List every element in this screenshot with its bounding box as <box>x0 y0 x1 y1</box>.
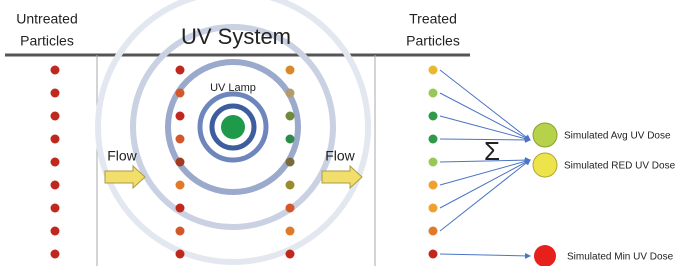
particle <box>429 66 438 75</box>
output-label: Simulated RED UV Dose <box>564 161 676 172</box>
avg-dose-dot <box>533 123 557 147</box>
particle <box>429 112 438 121</box>
particle <box>176 89 185 98</box>
particle <box>51 66 60 75</box>
dose-arrow <box>440 160 530 231</box>
particle <box>429 204 438 213</box>
min-dose-dot <box>534 245 556 266</box>
flow-label: Flow <box>107 148 137 164</box>
particle <box>176 181 185 190</box>
particle <box>286 204 295 213</box>
dose-arrow <box>440 139 530 140</box>
particle <box>51 204 60 213</box>
header-left: Untreated <box>16 11 77 27</box>
particle <box>51 250 60 259</box>
particle <box>429 227 438 236</box>
particle <box>286 250 295 259</box>
flow-label: Flow <box>325 148 355 164</box>
particle <box>429 250 438 259</box>
red-dose-dot <box>533 153 557 177</box>
particle <box>51 112 60 121</box>
header-title: UV System <box>181 24 291 49</box>
output-label: Simulated Min UV Dose <box>567 252 674 263</box>
particle <box>176 135 185 144</box>
header-left: Particles <box>20 33 74 49</box>
particle <box>429 89 438 98</box>
particle <box>51 227 60 236</box>
particle <box>429 135 438 144</box>
particle <box>51 181 60 190</box>
particle <box>51 89 60 98</box>
particle <box>286 181 295 190</box>
particle <box>286 112 295 121</box>
dose-arrow <box>440 160 530 208</box>
dose-arrow <box>440 93 530 140</box>
header-right: Particles <box>406 33 460 49</box>
particle <box>176 204 185 213</box>
lamp-label: UV Lamp <box>210 82 256 94</box>
dose-arrow <box>440 70 530 140</box>
particle <box>429 181 438 190</box>
particle <box>176 227 185 236</box>
particle <box>286 135 295 144</box>
diagram: Untreated Particles UV System Treated Pa… <box>0 0 697 266</box>
particle <box>286 66 295 75</box>
particle <box>176 158 185 167</box>
particle <box>286 89 295 98</box>
particle <box>286 158 295 167</box>
particle <box>429 158 438 167</box>
particle <box>286 227 295 236</box>
header-right: Treated <box>409 11 457 27</box>
dose-arrow <box>440 254 530 256</box>
particle <box>51 135 60 144</box>
particle <box>176 112 185 121</box>
particle <box>51 158 60 167</box>
output-label: Simulated Avg UV Dose <box>564 131 671 142</box>
particle <box>176 250 185 259</box>
particle <box>176 66 185 75</box>
